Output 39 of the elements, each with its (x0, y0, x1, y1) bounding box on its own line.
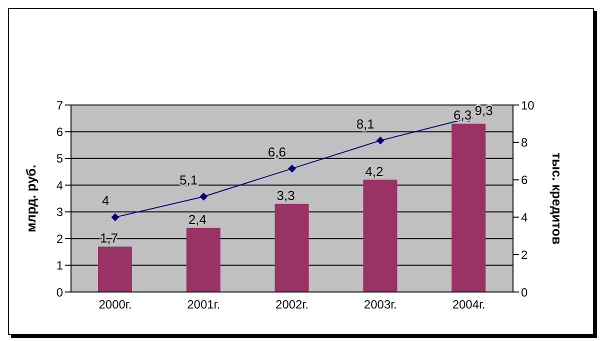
x-tick-label: 2002г. (276, 298, 308, 312)
bar (452, 124, 486, 292)
y2-tick-label: 0 (521, 285, 528, 300)
data-label: 2,4 (188, 212, 206, 227)
bar (186, 228, 220, 292)
bar (98, 246, 132, 292)
y-tick-label: 7 (56, 98, 64, 112)
y2-tick-label: 8 (521, 136, 528, 150)
y2-tick-label: 4 (521, 210, 528, 224)
y-tick-label: 4 (56, 178, 64, 192)
y-tick-label: 5 (56, 152, 64, 166)
y-axis-title: млрд. руб. (24, 164, 39, 232)
data-label: 5,1 (180, 172, 198, 188)
data-label: 4,2 (365, 164, 384, 179)
y-tick-label: 3 (56, 205, 64, 220)
point (288, 164, 296, 173)
data-label: 3,3 (276, 188, 295, 203)
y-tick-label: 1 (56, 258, 64, 273)
x-tick-label: 2000г. (98, 298, 132, 312)
data-label: 4 (102, 193, 110, 208)
point (200, 192, 208, 201)
data-label: 8,1 (356, 116, 374, 132)
y-tick-label: 6 (56, 124, 64, 139)
point (376, 136, 384, 145)
x-tick-label: 2001г. (187, 298, 220, 312)
bar (274, 204, 309, 292)
y2-tick-label: 10 (521, 98, 535, 112)
y-tick-label: 0 (56, 285, 64, 300)
x-tick-label: 2004г. (452, 298, 486, 312)
x-tick-label: 2003г. (364, 298, 397, 312)
y2-axis-title: тыс. кредитов (549, 152, 564, 244)
point (111, 213, 120, 222)
y2-tick-label: 6 (521, 173, 528, 188)
data-label: 6,6 (268, 144, 286, 160)
data-label: 9,3 (474, 103, 493, 118)
data-label: 6,3 (454, 108, 472, 123)
y2-tick-label: 2 (521, 248, 528, 262)
y-tick-label: 2 (56, 232, 64, 246)
bar (363, 180, 398, 292)
